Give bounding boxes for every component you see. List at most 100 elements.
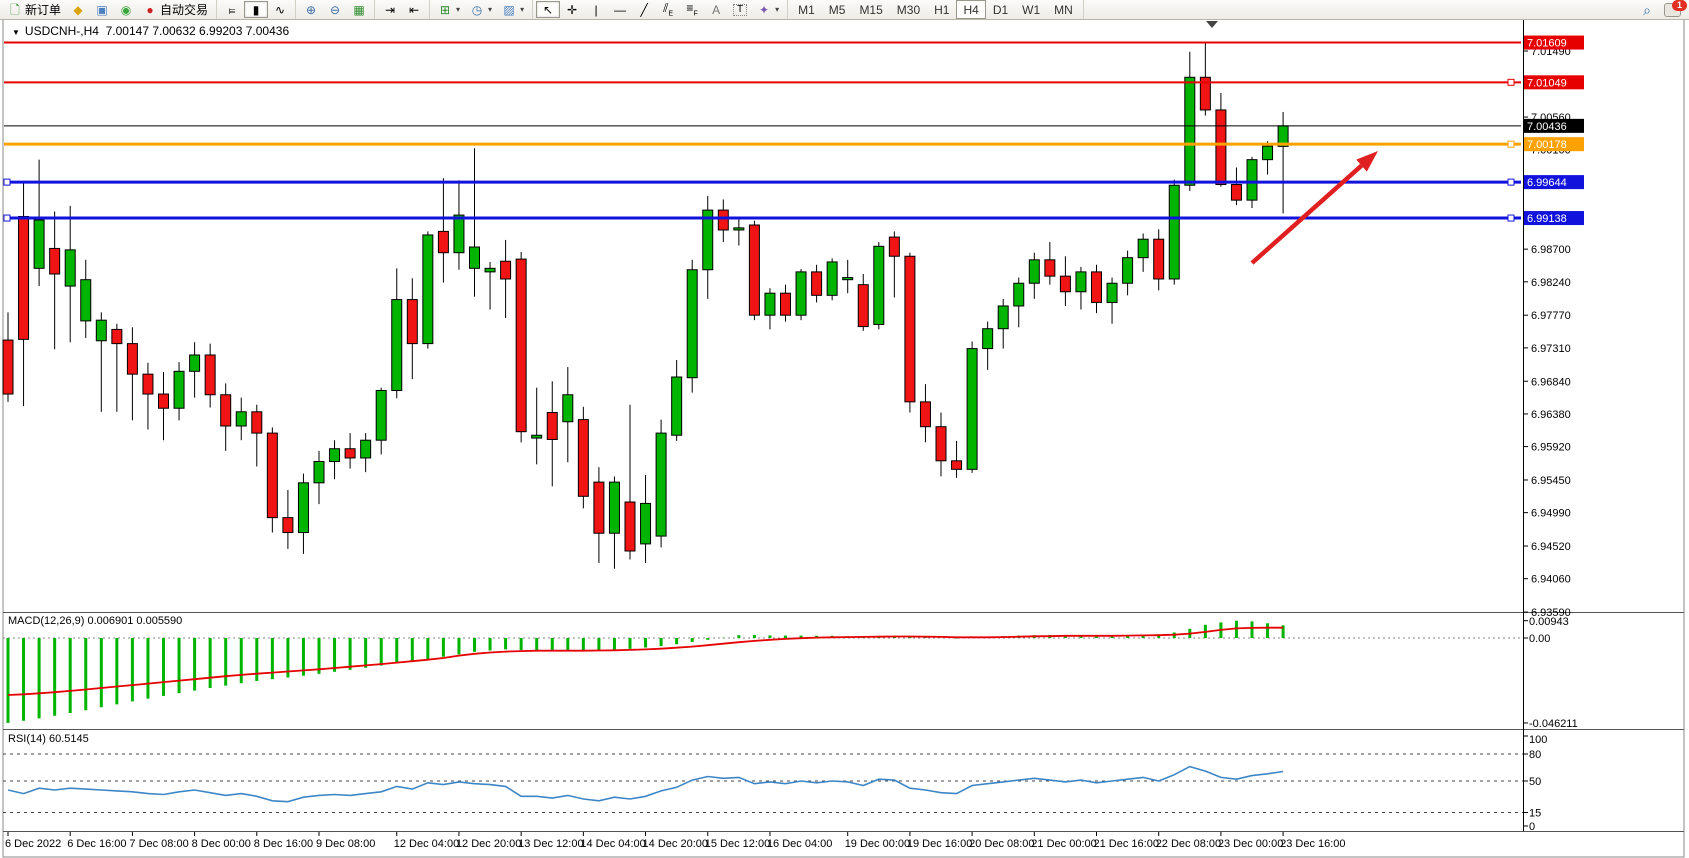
candlestick-chart-button[interactable]: ▮ [244, 1, 269, 18]
equidistant-channel-icon: ⫽E [663, 0, 674, 18]
svg-text:0.00943: 0.00943 [1529, 616, 1569, 628]
toolbar-group-windows: ⊞ ▾ ◷ ▾ ▨ ▾ [430, 0, 534, 19]
candle-body [1168, 184, 1180, 280]
svg-text:7.00178: 7.00178 [1527, 139, 1567, 151]
timeframe-m15[interactable]: M15 [859, 2, 883, 17]
mql5-button[interactable]: ◆ [66, 1, 90, 18]
toolbar-group-timeframes: M1 M5 M15 M30 H1 H4 D1 W1 MN [788, 0, 1084, 19]
crosshair-button[interactable]: ✛ [560, 1, 584, 18]
candle-body [1230, 184, 1242, 201]
periods-clock-icon: ◷ [471, 2, 483, 17]
trendline-button[interactable]: ╱ [632, 1, 656, 18]
macd-indicator: 0.00943 0.00 -0.046211 [3, 616, 1578, 730]
candle-body [515, 258, 527, 433]
line-handle[interactable] [1507, 178, 1515, 186]
arrows-icon: ✦ [759, 2, 770, 17]
candle-body [640, 502, 652, 545]
candle-body [1122, 257, 1134, 284]
autotrading-button[interactable]: ● 自动交易 [138, 1, 213, 18]
new-chart-button[interactable]: ⊞ ▾ [433, 1, 465, 18]
signals-button[interactable]: ◉ [114, 1, 138, 18]
time-axis[interactable]: 6 Dec 2022 6 Dec 16:00 7 Dec 08:00 8 Dec 00… [5, 832, 1346, 850]
timeframe-d1[interactable]: D1 [992, 2, 1009, 17]
timeframe-m5[interactable]: M5 [828, 2, 846, 17]
timeframe-h4[interactable]: H4 [956, 0, 986, 19]
notification-badge: 1 [1672, 0, 1687, 11]
new-order-button[interactable]: 🗋 新订单 [3, 1, 66, 18]
candle-body [1199, 76, 1211, 111]
zoom-in-icon: ⊕ [306, 2, 317, 17]
candle-body [484, 267, 496, 273]
candle-body [686, 269, 698, 379]
candle-body [842, 277, 854, 281]
notifications-button[interactable]: 1 [1664, 0, 1687, 17]
cursor-button[interactable]: ↖ [536, 1, 561, 18]
trend-arrow-annotation[interactable] [1250, 151, 1378, 265]
svg-text:0: 0 [1529, 821, 1535, 833]
templates-button[interactable]: ▨ ▾ [497, 1, 529, 18]
candle-body [1091, 271, 1102, 303]
candle-body [1184, 76, 1196, 186]
candle-body [2, 339, 14, 395]
ohlc-readout: 7.00147 7.00632 6.99203 7.00436 [105, 24, 290, 38]
auto-scroll-icon: ⇤ [409, 2, 420, 17]
tile-windows-button[interactable]: ▦ [347, 1, 371, 18]
search-icon[interactable]: ⌕ [1643, 1, 1651, 18]
svg-text:6 Dec 16:00: 6 Dec 16:00 [67, 838, 126, 850]
svg-text:8 Dec 16:00: 8 Dec 16:00 [254, 838, 313, 850]
svg-text:6.95920: 6.95920 [1531, 442, 1571, 454]
text-label-button[interactable]: T [728, 1, 752, 18]
chart-shift-button[interactable]: ⇥ [378, 1, 402, 18]
horizontal-level-lines[interactable]: 7.01609 7.01049 7.00178 6.99644 6.99138 7.004… [3, 35, 1584, 226]
arrows-button[interactable]: ✦ ▾ [752, 1, 784, 18]
zoom-out-button[interactable]: ⊖ [323, 1, 347, 18]
line-handle[interactable] [3, 214, 11, 222]
svg-text:7.00436: 7.00436 [1527, 121, 1567, 133]
line-handle[interactable] [1507, 78, 1515, 86]
macd-signal-line [7, 626, 1284, 696]
equidistant-channel-button[interactable]: ⫽E [656, 1, 680, 18]
candle-body [919, 401, 931, 428]
toolbar-right: ⌕ 1 [1640, 0, 1689, 18]
svg-text:6.93590: 6.93590 [1531, 607, 1571, 619]
vertical-line-button[interactable]: | [584, 1, 608, 18]
text-button[interactable]: A [704, 1, 728, 18]
fibonacci-icon: ≡F [686, 0, 698, 18]
timeframe-w1[interactable]: W1 [1022, 2, 1041, 17]
price-badge [1524, 35, 1584, 50]
templates-caret-icon: ▾ [520, 5, 525, 14]
candle-body [811, 271, 823, 296]
candle-body [1153, 238, 1165, 280]
svg-text:19 Dec 16:00: 19 Dec 16:00 [907, 838, 972, 850]
line-chart-button[interactable]: ∿ [268, 1, 292, 18]
candle-body [158, 393, 169, 409]
candle-body [64, 249, 76, 287]
line-handle[interactable] [1507, 140, 1515, 148]
symbol-dropdown-icon[interactable]: ▼ [12, 28, 20, 37]
bars-chart-button[interactable]: ⫢ [220, 1, 244, 18]
candle-body [1137, 238, 1149, 259]
toolbar-group-objects: ↖ ✛ | — ╱ ⫽E ≡F A T ✦ ▾ [533, 0, 789, 19]
timeframe-mn[interactable]: MN [1054, 2, 1073, 17]
charts-cloud-button[interactable]: ▣ [90, 1, 114, 18]
timeframe-m30[interactable]: M30 [896, 2, 921, 17]
line-handle[interactable] [1507, 214, 1515, 222]
timeframe-m1[interactable]: M1 [798, 2, 815, 17]
candlesticks[interactable] [2, 43, 1289, 569]
horizontal-line-button[interactable]: — [608, 1, 632, 18]
candle-body [951, 460, 963, 470]
line-handle[interactable] [3, 178, 11, 186]
candle-body [500, 260, 512, 280]
chart-shift-marker-icon[interactable] [1206, 21, 1218, 28]
candle-body [873, 245, 885, 325]
zoom-in-button[interactable]: ⊕ [299, 1, 323, 18]
candle-body [297, 482, 309, 534]
svg-text:-0.046211: -0.046211 [1529, 718, 1578, 730]
fibonacci-button[interactable]: ≡F [680, 1, 704, 18]
auto-scroll-button[interactable]: ⇤ [402, 1, 426, 18]
candle-body [826, 261, 838, 296]
timeframe-h1[interactable]: H1 [934, 2, 950, 17]
periods-button[interactable]: ◷ ▾ [465, 1, 497, 18]
